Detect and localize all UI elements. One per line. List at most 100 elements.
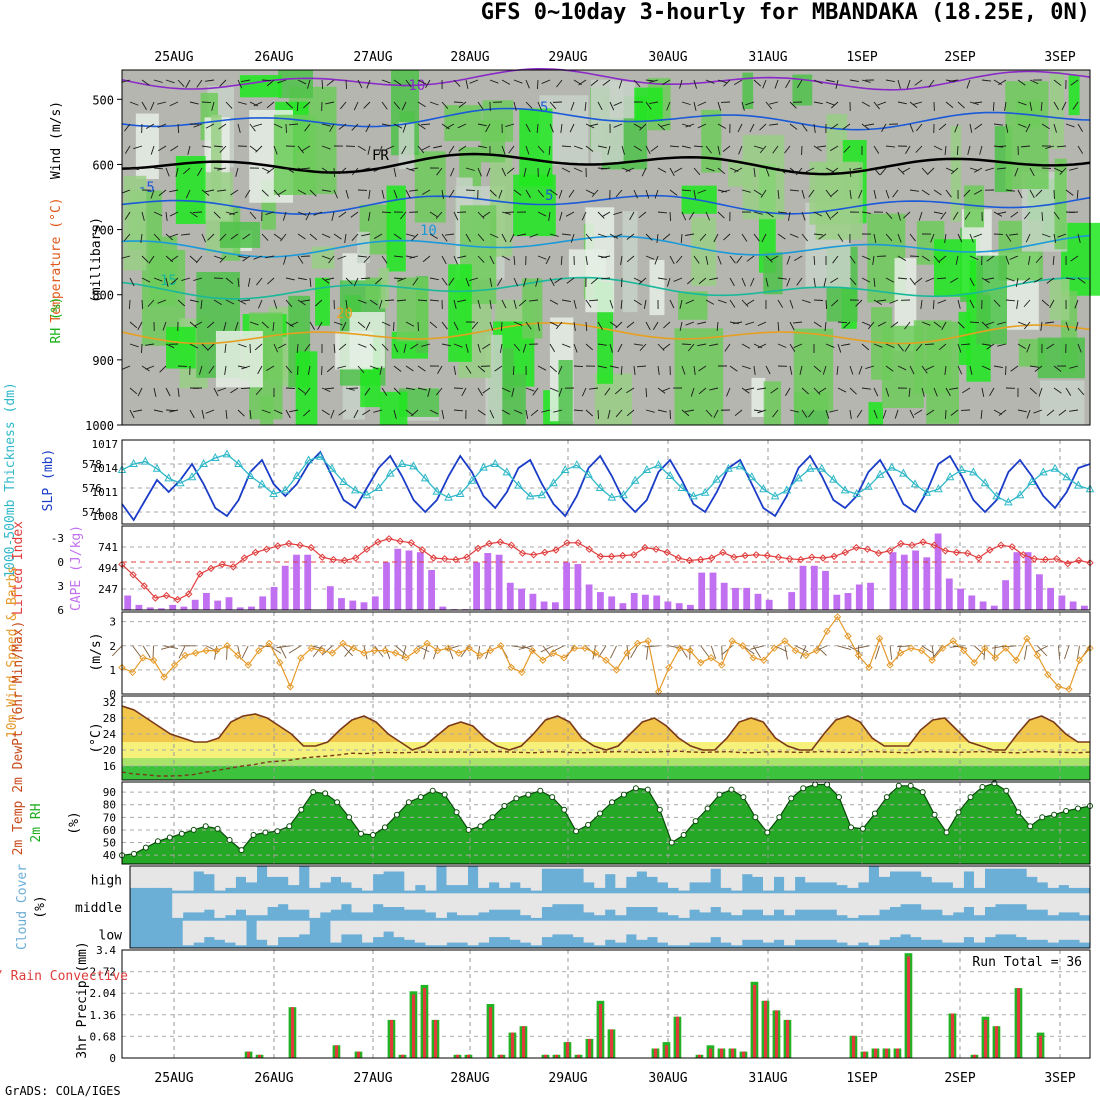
cloud-cell-high [625,866,637,877]
wind-barb [1065,189,1074,196]
wind-barb [685,321,695,326]
wind-barb [873,277,876,287]
wind-barb [997,343,1007,347]
wind-barb [333,233,342,240]
cloud-cell-high [773,866,785,877]
thickness-point [222,449,232,458]
wind-barb [774,79,779,89]
wind-barb [973,189,983,195]
cape-bar [416,552,424,610]
wind-barb [297,255,304,264]
cloud-cell-middle [921,893,933,910]
wind-barb [1046,343,1055,350]
wind10-point [949,637,957,645]
wind10-point [686,646,694,655]
wind-barb [429,409,439,415]
wind-barb [873,101,880,110]
wind-barb [1034,365,1043,372]
wind10-point [781,637,789,645]
lifted-point [897,539,905,548]
cloud-cell-low [372,920,384,938]
lifted-point [696,555,705,564]
wind10-point [339,639,347,648]
wind-barb [556,79,563,88]
wind-barb [1005,299,1016,302]
wind-barb [273,145,278,155]
precip-convective-bar [511,1032,515,1058]
cloud-cell-high [710,866,722,869]
cloud-cell-middle [995,893,1007,905]
cloud-cell-middle [984,893,996,907]
cape-bar [540,601,548,610]
wind10-point [1075,656,1084,664]
cloud-cell-middle [435,893,447,918]
cloud-cell-low [615,920,627,943]
lifted-point [529,551,538,559]
rh-point [967,794,974,801]
wind-barb [877,321,887,327]
wind-barb [885,189,890,199]
wind-barb [457,299,467,303]
wind-barb [921,167,929,175]
wind-barb [1076,189,1079,200]
wind-barb [885,211,893,219]
wind-barb [938,255,947,263]
cape-tick-label: 741 [98,541,118,554]
cape-bar [394,548,402,610]
wind10-point [844,632,852,640]
wind10-point [539,656,547,664]
cloud-cell-low [552,920,563,935]
wind-barb [741,299,749,307]
upper-air-frame [121,69,1091,426]
wind-barb [129,387,138,395]
rh-point [656,806,663,813]
precip-convective-bar [247,1051,251,1058]
wind-barb [465,167,475,171]
wind-barb [141,255,149,263]
wind10-point [696,658,705,667]
cloud-cell-low [351,920,363,935]
wind-barb [1053,387,1062,394]
wind-barb [448,189,455,198]
thickness-point [1004,497,1013,506]
precip-tick-label: 2.04 [90,987,117,1000]
precip-convective-bar [984,1019,988,1058]
rh-point [190,826,197,833]
wind-barb [657,211,667,214]
pressure-tick-label: 600 [92,158,114,172]
wind-barb [261,79,272,82]
wind-barb [255,387,263,396]
wind-barb [861,387,871,390]
rh-point [716,791,723,798]
wind-barb [285,299,293,308]
wind-barb [1053,123,1057,133]
wind-barb [170,277,179,285]
wind-barb-10m [630,645,638,659]
cloud-cell-low [879,920,890,940]
lifted-point [585,545,594,553]
wind-barb [453,79,461,87]
cloud-cell-high [383,866,395,872]
temp-tick-label: 20 [103,744,116,757]
thickness-point [479,462,488,471]
wind-barb [789,409,799,413]
wind-barb [679,321,683,331]
cloud-cell-low [784,920,796,946]
wind-barb [993,299,1001,307]
wind-barb [909,123,914,133]
wind-barb [1045,145,1055,149]
cloud-cell-low [984,920,996,938]
cloud-cell-high [1037,866,1049,883]
lifted-point [596,552,605,561]
cloud-cell-high [1016,866,1028,869]
rh-point [1075,805,1081,812]
wind10-point [581,644,589,652]
cloud-cell-middle [1005,893,1017,905]
thickness-point [805,463,815,472]
lifted-point [240,554,249,562]
rh-patch [792,74,813,106]
wind-barb [639,123,647,131]
wind-barb [904,321,911,330]
wind-barb [253,101,263,107]
lifted-point [340,556,349,565]
